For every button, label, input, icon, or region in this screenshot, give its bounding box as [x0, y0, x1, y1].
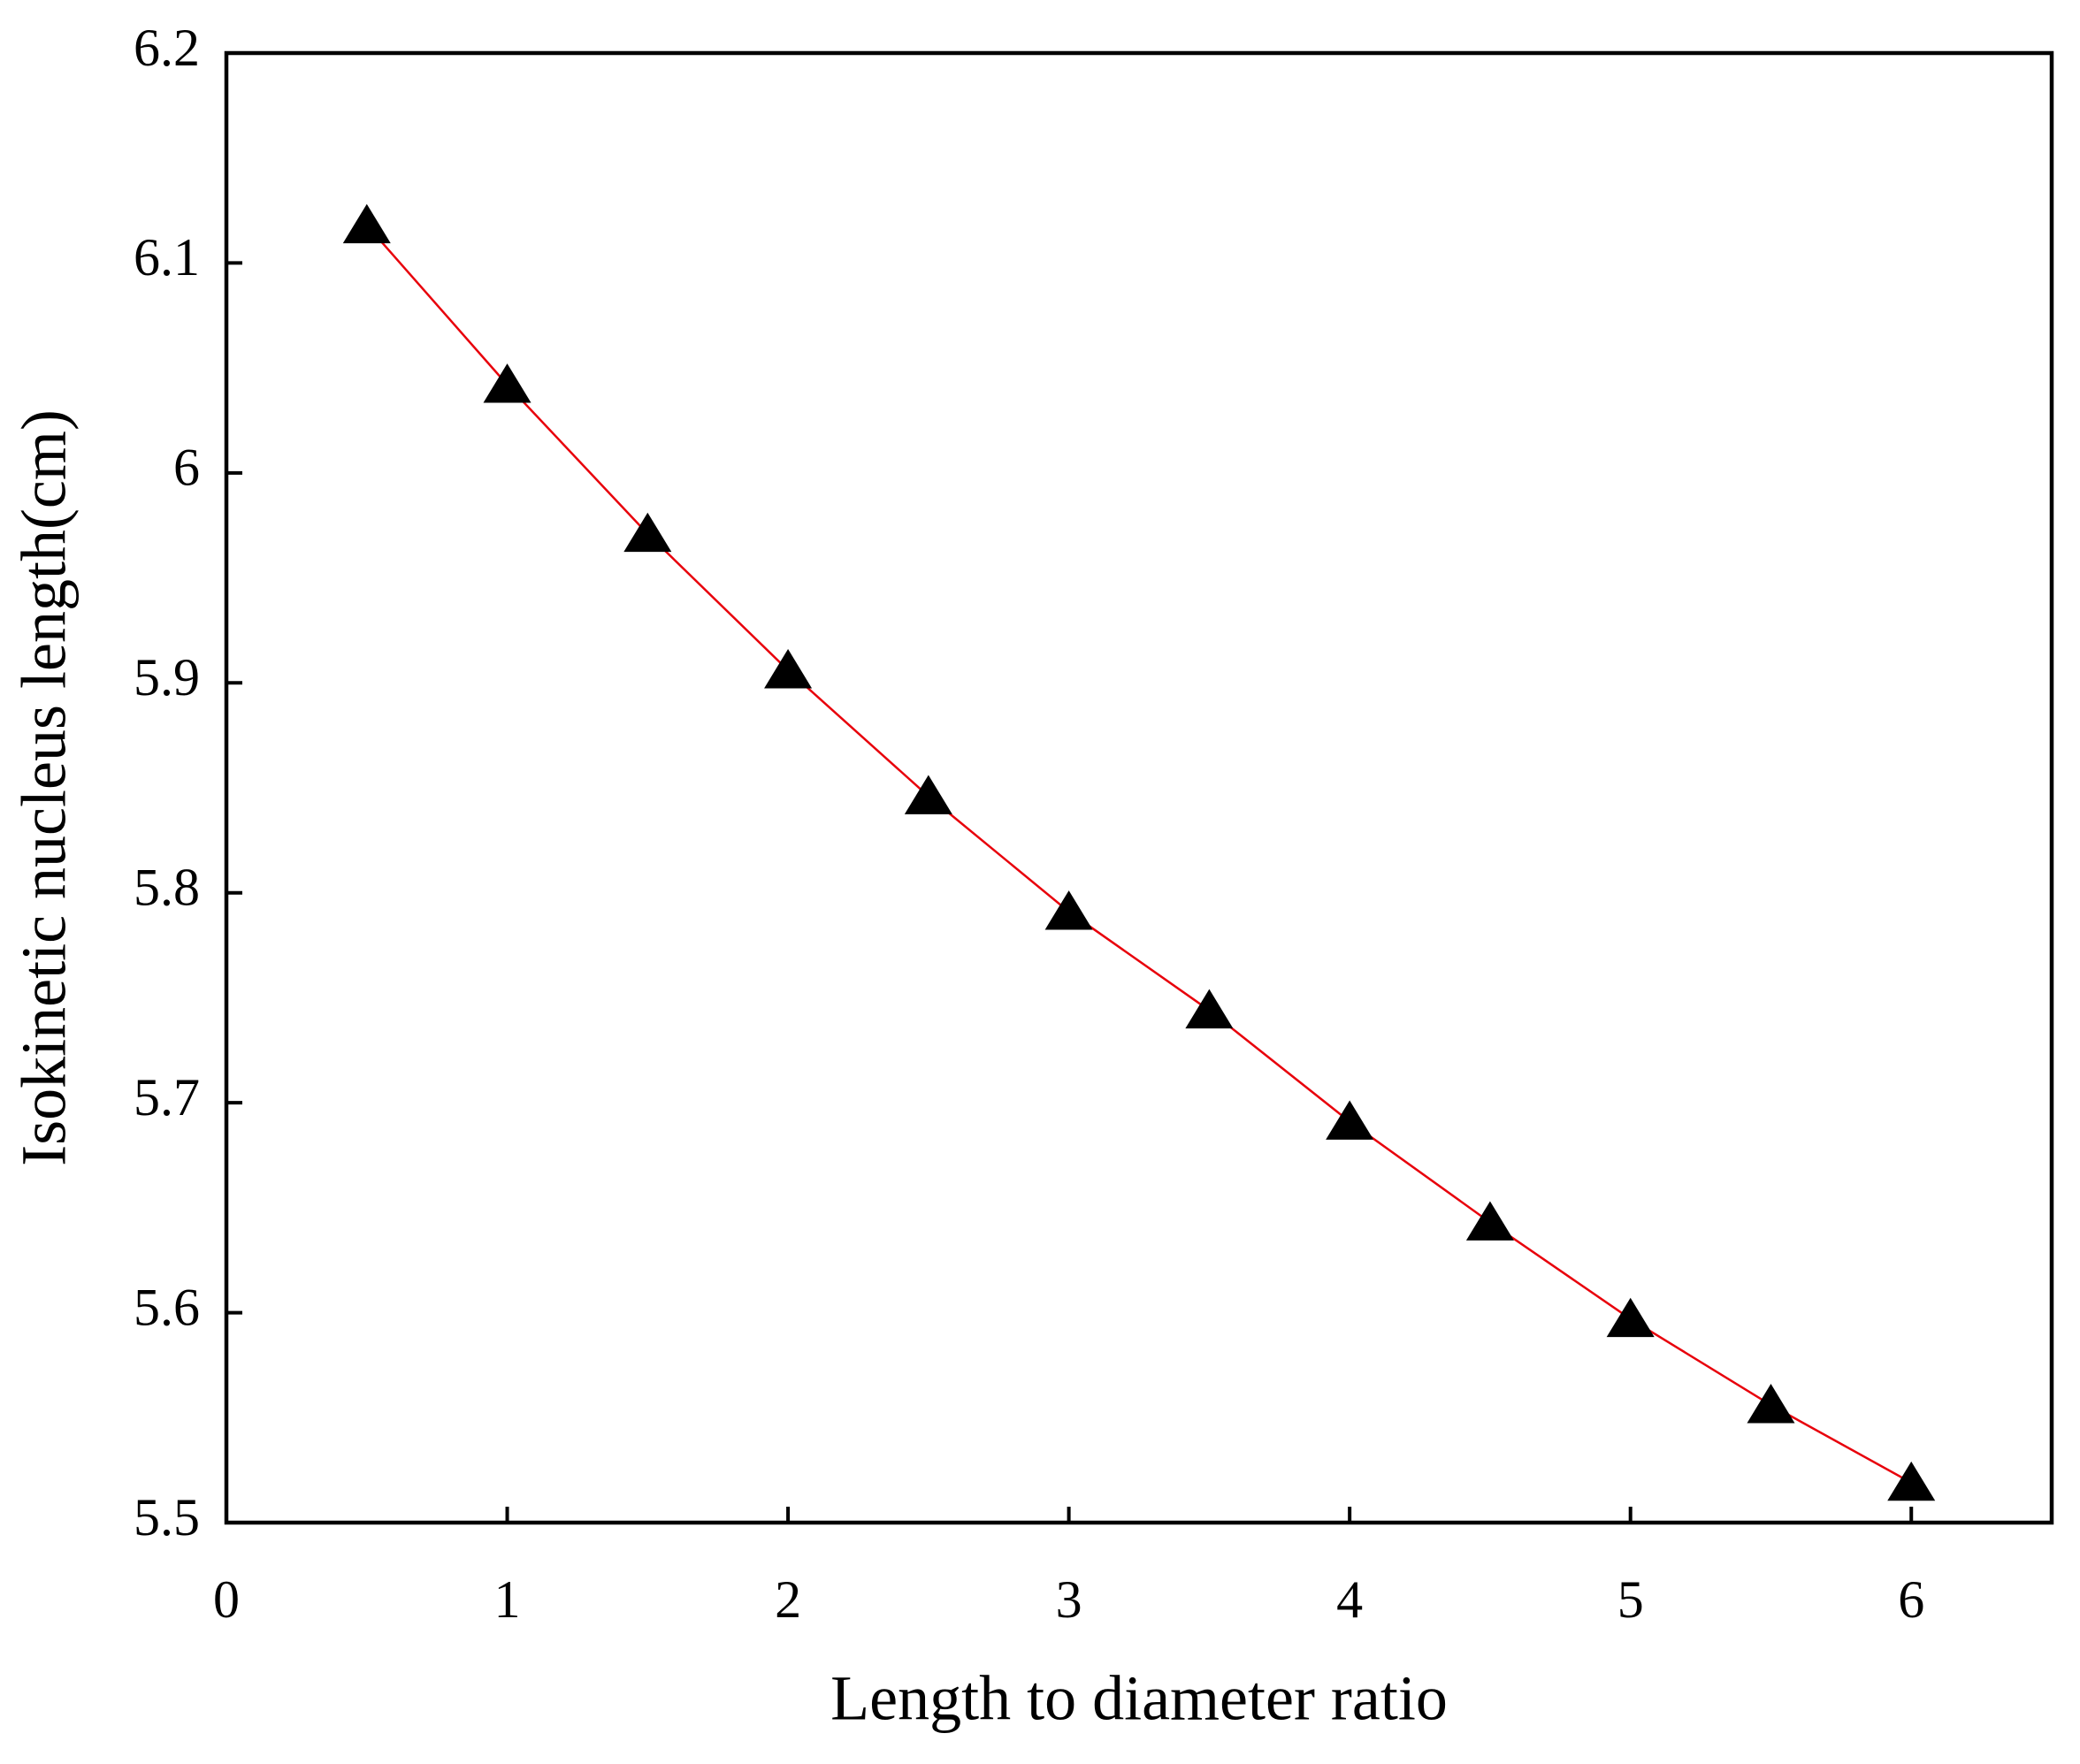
marker: [1465, 1201, 1514, 1241]
y-tick-label: 6.1: [134, 228, 200, 286]
marker: [1326, 1100, 1374, 1140]
x-tick-label: 1: [494, 1570, 521, 1629]
x-tick-label: 3: [1056, 1570, 1082, 1629]
marker: [623, 512, 672, 553]
x-tick-label: 4: [1336, 1570, 1363, 1629]
marker: [764, 649, 813, 689]
y-tick-label: 6: [173, 439, 200, 497]
data-line: [365, 224, 1912, 1484]
y-tick-label: 5.7: [134, 1068, 200, 1126]
x-tick-label: 2: [775, 1570, 801, 1629]
x-tick-label: 0: [213, 1570, 240, 1629]
x-tick-label: 6: [1898, 1570, 1924, 1629]
plot-frame: [224, 50, 2054, 1525]
y-axis-label: Isokinetic nucleus length(cm): [9, 409, 80, 1166]
marker: [1044, 890, 1093, 930]
y-tick-label: 5.8: [134, 858, 200, 916]
x-axis-label: Length to diameter ratio: [830, 1663, 1448, 1734]
y-tick-label: 5.9: [134, 648, 200, 706]
marker: [904, 775, 952, 814]
marker: [1606, 1297, 1655, 1338]
marker: [1887, 1461, 1936, 1501]
y-tick-label: 5.5: [134, 1488, 200, 1546]
marker: [1185, 989, 1234, 1029]
x-tick-label: 5: [1617, 1570, 1644, 1629]
marker: [483, 363, 531, 403]
y-tick-label: 6.2: [134, 19, 200, 77]
marker: [1747, 1384, 1795, 1424]
marker: [342, 203, 391, 244]
y-tick-label: 5.6: [134, 1278, 200, 1336]
